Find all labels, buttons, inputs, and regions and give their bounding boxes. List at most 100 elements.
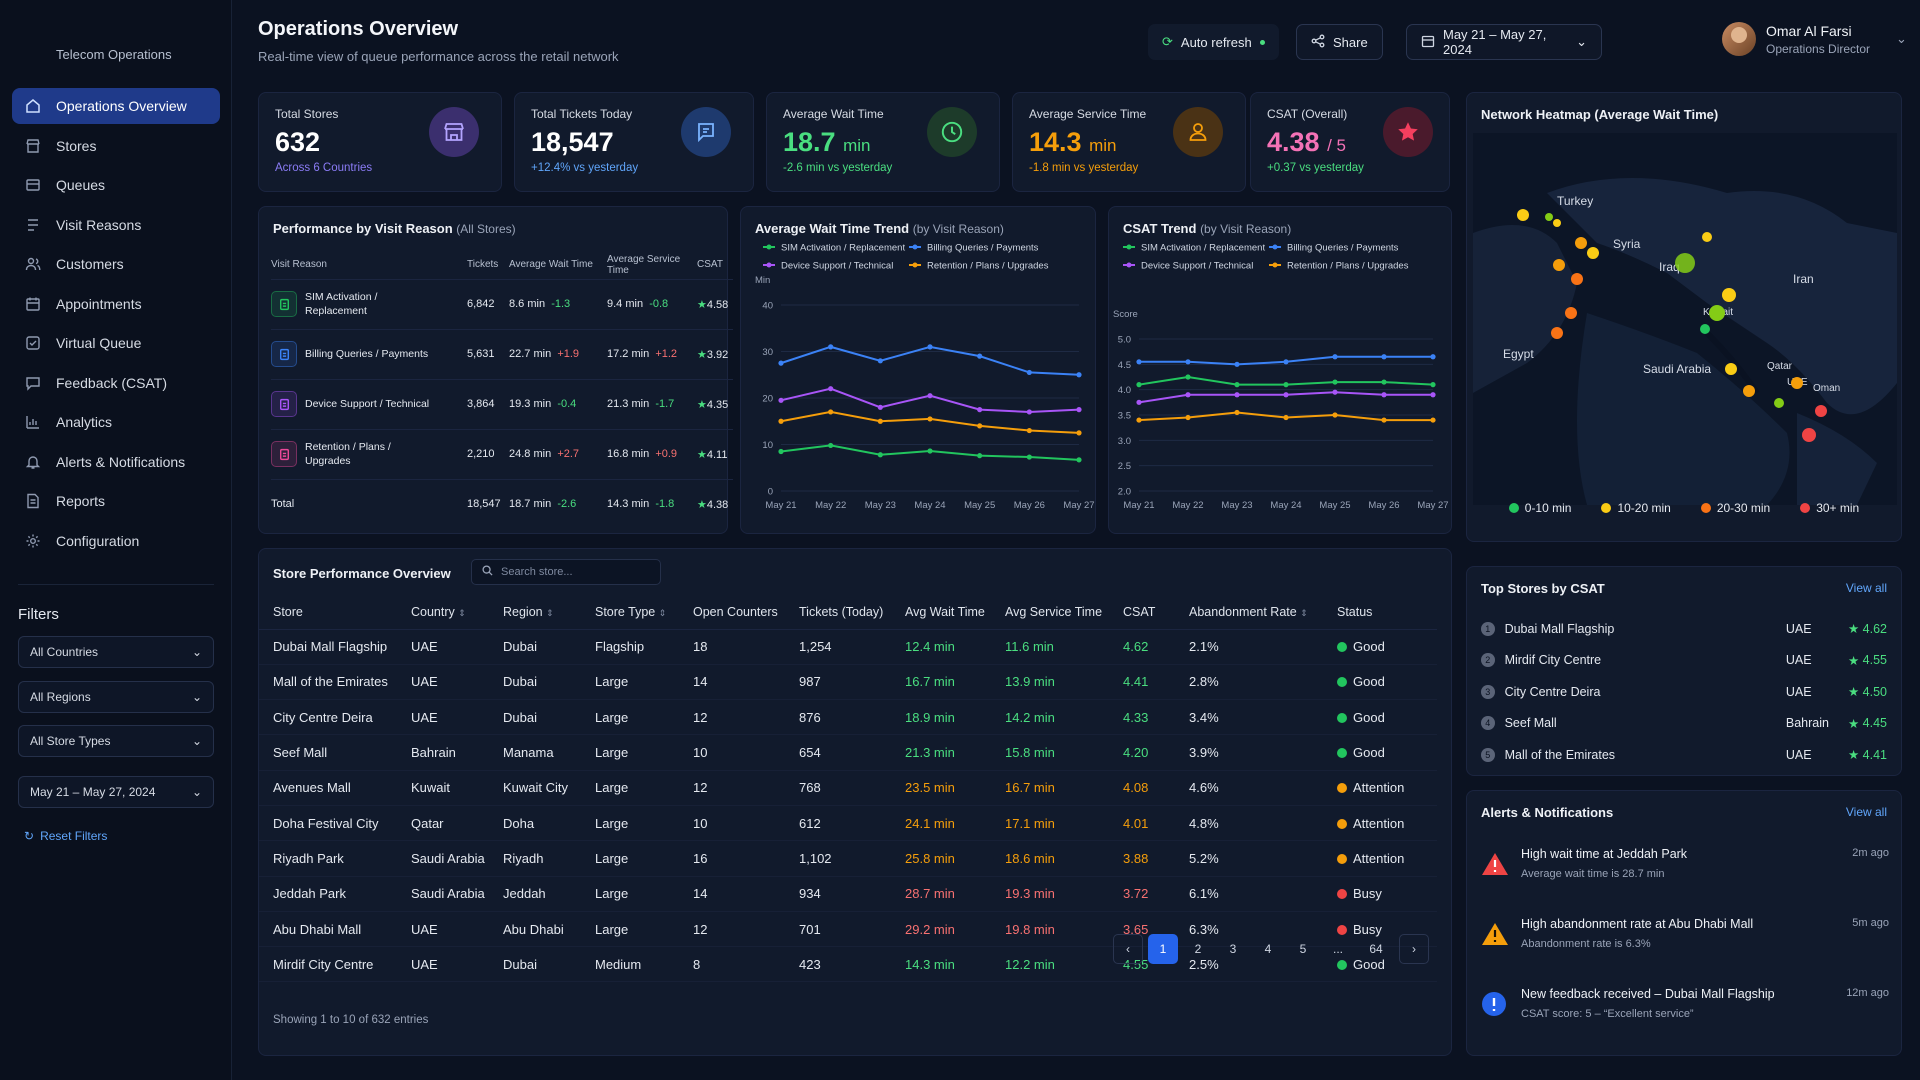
column-header[interactable]: Country ⇕	[411, 595, 503, 630]
data-point[interactable]	[1283, 392, 1289, 398]
data-point[interactable]	[1136, 382, 1142, 388]
data-point[interactable]	[1026, 427, 1032, 434]
sidebar-item-operations-overview[interactable]: Operations Overview	[12, 88, 220, 124]
data-point[interactable]	[1076, 372, 1082, 378]
data-point[interactable]	[977, 353, 983, 359]
data-point[interactable]	[1234, 392, 1240, 398]
alert-item[interactable]: New feedback received – Dubai Mall Flags…	[1481, 987, 1889, 1020]
data-point[interactable]	[1076, 430, 1082, 436]
sidebar-item-configuration[interactable]: Configuration	[12, 523, 220, 559]
table-row[interactable]: Dubai Mall Flagship UAE Dubai Flagship 1…	[259, 629, 1437, 665]
data-point[interactable]	[1136, 399, 1142, 405]
page-button[interactable]: 3	[1229, 942, 1237, 956]
data-point[interactable]	[1332, 412, 1338, 418]
sidebar-item-visit-reasons[interactable]: Visit Reasons	[12, 207, 220, 243]
data-point[interactable]	[1026, 409, 1032, 415]
table-row[interactable]: Seef Mall Bahrain Manama Large 10 654 21…	[259, 734, 1437, 771]
data-point[interactable]	[1026, 454, 1032, 460]
prev-page-button[interactable]: ‹	[1113, 934, 1143, 964]
sidebar-item-customers[interactable]: Customers	[12, 246, 220, 282]
column-header[interactable]: Store	[259, 595, 411, 630]
data-point[interactable]	[877, 404, 883, 410]
data-point[interactable]	[1076, 407, 1082, 413]
date-range-picker[interactable]: May 21 – May 27, 2024 ⌄	[1406, 24, 1602, 60]
table-row[interactable]: Riyadh Park Saudi Arabia Riyadh Large 16…	[259, 840, 1437, 877]
alert-item[interactable]: High abandonment rate at Abu Dhabi Mall …	[1481, 917, 1889, 950]
store-search-input[interactable]: Search store...	[471, 559, 661, 585]
data-point[interactable]	[927, 393, 933, 399]
legend-item[interactable]: Device Support / Technical	[763, 261, 893, 272]
page-button[interactable]: 2	[1194, 942, 1202, 956]
data-point[interactable]	[1430, 417, 1436, 423]
legend-item[interactable]: Billing Queries / Payments	[1269, 243, 1399, 254]
data-point[interactable]	[1430, 392, 1436, 398]
table-row[interactable]: Device Support / Technical 3,864 19.3 mi…	[271, 378, 733, 429]
table-row[interactable]: Jeddah Park Saudi Arabia Jeddah Large 14…	[259, 876, 1437, 912]
sidebar-item-feedback[interactable]: Feedback (CSAT)	[12, 365, 220, 401]
page-button[interactable]: 1	[1148, 934, 1178, 964]
sidebar-item-analytics[interactable]: Analytics	[12, 404, 220, 440]
list-item[interactable]: 1 Dubai Mall Flagship UAE ★ 4.62	[1481, 613, 1887, 644]
data-point[interactable]	[1381, 392, 1387, 398]
table-row[interactable]: Retention / Plans / Upgrades 2,210 24.8 …	[271, 428, 733, 479]
region-filter[interactable]: All Regions ⌄	[18, 681, 214, 713]
sidebar-item-queues[interactable]: Queues	[12, 167, 220, 203]
list-item[interactable]: 5 Mall of the Emirates UAE ★ 4.41	[1481, 739, 1887, 770]
data-point[interactable]	[927, 416, 933, 422]
column-header[interactable]: Store Type ⇕	[595, 595, 693, 630]
data-point[interactable]	[1283, 382, 1289, 388]
data-point[interactable]	[1430, 354, 1436, 360]
data-point[interactable]	[1185, 359, 1191, 365]
page-button[interactable]: 4	[1264, 942, 1272, 956]
legend-item[interactable]: SIM Activation / Replacement	[1123, 243, 1265, 254]
data-point[interactable]	[1234, 382, 1240, 388]
sidebar-item-stores[interactable]: Stores	[12, 128, 220, 164]
data-point[interactable]	[828, 442, 834, 449]
table-row[interactable]: Doha Festival City Qatar Doha Large 10 6…	[259, 805, 1437, 842]
data-point[interactable]	[927, 344, 933, 350]
data-point[interactable]	[1136, 417, 1142, 423]
table-row[interactable]: SIM Activation / Replacement 6,842 8.6 m…	[271, 278, 733, 329]
sidebar-item-alerts[interactable]: Alerts & Notifications	[12, 444, 220, 480]
data-point[interactable]	[927, 448, 933, 454]
page-button[interactable]: 5	[1299, 942, 1307, 956]
table-row[interactable]: Abu Dhabi Mall UAE Abu Dhabi Large 12 70…	[259, 911, 1437, 948]
data-point[interactable]	[1283, 414, 1289, 421]
view-all-link[interactable]: View all	[1845, 805, 1887, 819]
table-row[interactable]: Avenues Mall Kuwait Kuwait City Large 12…	[259, 770, 1437, 806]
legend-item[interactable]: SIM Activation / Replacement	[763, 243, 905, 254]
list-item[interactable]: 4 Seef Mall Bahrain ★ 4.45	[1481, 708, 1887, 739]
data-point[interactable]	[1332, 379, 1338, 385]
alert-item[interactable]: High wait time at Jeddah Park Average wa…	[1481, 847, 1889, 880]
data-point[interactable]	[877, 418, 883, 424]
table-row[interactable]: City Centre Deira UAE Dubai Large 12 876…	[259, 699, 1437, 736]
data-point[interactable]	[828, 409, 834, 415]
column-header[interactable]: Abandonment Rate ⇕	[1189, 595, 1337, 630]
data-point[interactable]	[977, 423, 983, 429]
data-point[interactable]	[1234, 409, 1240, 416]
data-point[interactable]	[1381, 354, 1387, 360]
page-button[interactable]: 64	[1369, 942, 1383, 956]
data-point[interactable]	[877, 452, 883, 458]
legend-item[interactable]: Retention / Plans / Upgrades	[1269, 261, 1409, 272]
reset-filters-link[interactable]: ↻ Reset Filters	[24, 829, 107, 843]
table-row[interactable]: Mirdif City Centre UAE Dubai Medium 8 42…	[259, 946, 1437, 983]
column-header[interactable]: Avg Wait Time	[905, 595, 1005, 630]
legend-item[interactable]: Billing Queries / Payments	[909, 243, 1039, 254]
data-point[interactable]	[877, 358, 883, 364]
legend-item[interactable]: Retention / Plans / Upgrades	[909, 261, 1049, 272]
data-point[interactable]	[977, 453, 983, 459]
data-point[interactable]	[778, 397, 784, 403]
data-point[interactable]	[1332, 389, 1338, 395]
data-point[interactable]	[828, 344, 834, 350]
user-menu[interactable]: Omar Al Farsi Operations Director ⌄	[1722, 22, 1907, 56]
data-point[interactable]	[1283, 359, 1289, 365]
data-point[interactable]	[1185, 392, 1191, 398]
data-point[interactable]	[1026, 369, 1032, 376]
data-point[interactable]	[778, 418, 784, 424]
share-button[interactable]: Share	[1296, 24, 1383, 60]
table-row[interactable]: Billing Queries / Payments 5,631 22.7 mi…	[271, 328, 733, 379]
network-map[interactable]: Turkey Syria Iraq Iran Egypt Saudi Arabi…	[1467, 133, 1903, 513]
column-header[interactable]: Tickets (Today)	[799, 595, 905, 630]
sidebar-item-reports[interactable]: Reports	[12, 483, 220, 519]
